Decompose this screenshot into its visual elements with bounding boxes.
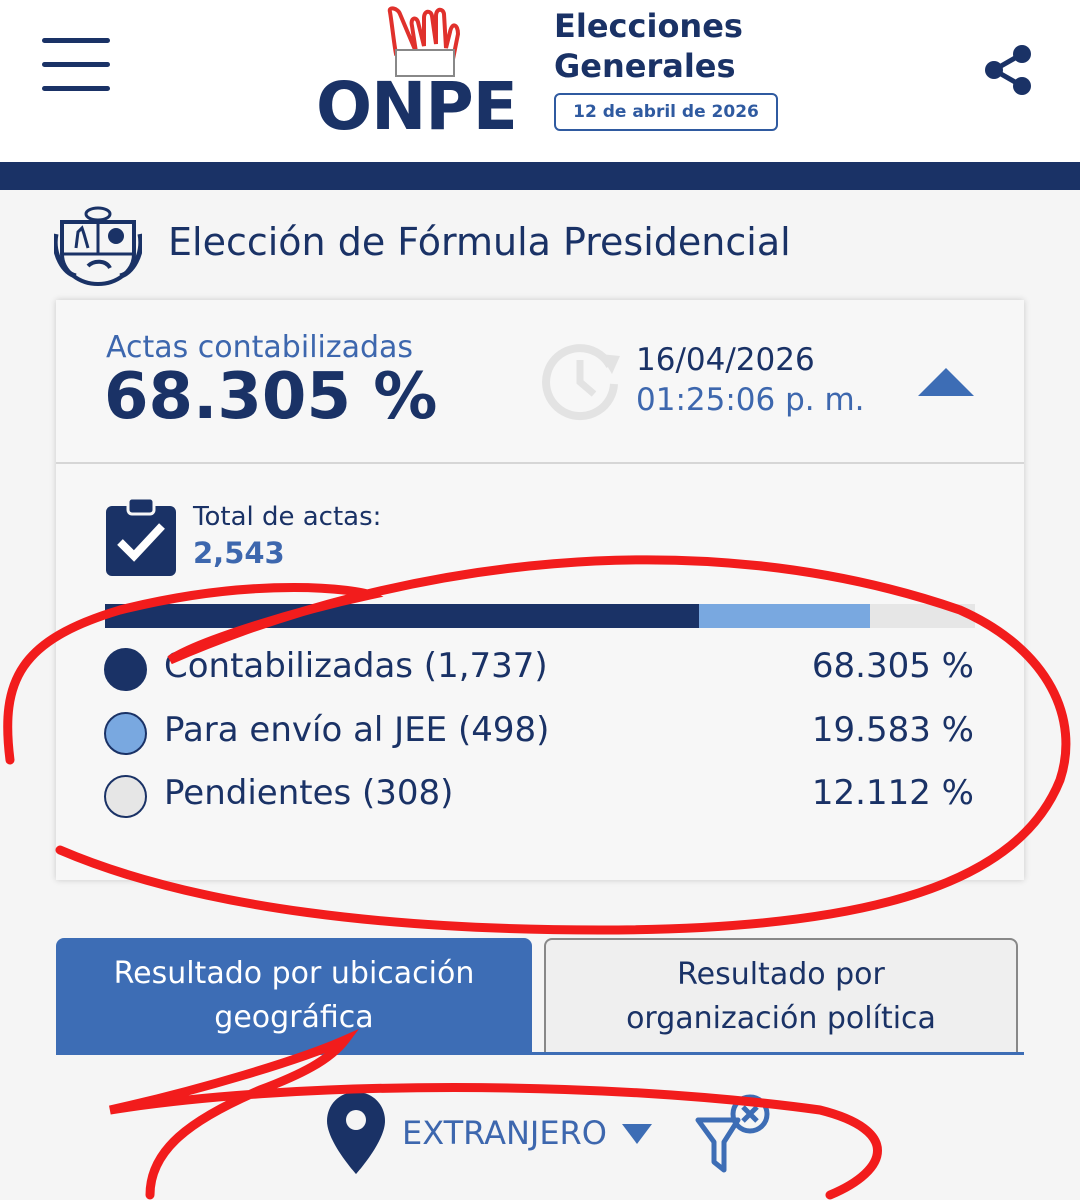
legend-row: Pendientes (308) 12.112 % xyxy=(104,771,974,821)
tab-political-org-results[interactable]: Resultado por organización política xyxy=(544,938,1018,1054)
legend-dot-icon xyxy=(104,712,147,755)
update-date: 16/04/2026 xyxy=(636,342,815,378)
legend-dot-icon xyxy=(104,648,147,691)
progress-segment-2 xyxy=(869,604,975,628)
election-title-line2: Generales xyxy=(554,47,736,85)
legend-row: Para envío al JEE (498) 19.583 % xyxy=(104,708,974,758)
total-actas-label: Total de actas: xyxy=(193,502,382,532)
progress-segment-0 xyxy=(105,604,700,628)
share-icon[interactable] xyxy=(982,42,1034,98)
tab-geographic-label-line2: geográfica xyxy=(214,1000,374,1035)
coat-of-arms-icon xyxy=(54,206,142,286)
election-title: Elecciones Generales xyxy=(554,6,743,86)
section-title: Elección de Fórmula Presidencial xyxy=(168,220,791,264)
tab-geographic-label-line1: Resultado por ubicación xyxy=(113,956,475,991)
legend-dot-icon xyxy=(104,775,147,818)
legend-percentage: 19.583 % xyxy=(811,710,974,750)
location-select[interactable]: EXTRANJERO xyxy=(402,1114,607,1152)
legend-percentage: 68.305 % xyxy=(811,646,974,686)
legend-label: Contabilizadas (1,737) xyxy=(164,646,548,686)
hamburger-menu-button[interactable] xyxy=(42,38,112,96)
tab-underline xyxy=(56,1052,1024,1055)
clock-history-icon xyxy=(542,344,620,421)
tab-political-label-line1: Resultado por xyxy=(677,957,885,992)
legend-row: Contabilizadas (1,737) 68.305 % xyxy=(104,644,974,694)
ballot-hand-icon xyxy=(387,6,461,77)
hamburger-icon xyxy=(42,38,110,43)
actas-summary-card: Actas contabilizadas 68.305 % 16/04/2026… xyxy=(56,300,1024,880)
header-divider-bar xyxy=(0,162,1080,190)
total-actas-value: 2,543 xyxy=(193,536,285,570)
summary-header: Actas contabilizadas 68.305 % 16/04/2026… xyxy=(56,300,1024,464)
location-pin-icon xyxy=(327,1092,385,1174)
app-header: ONPE Elecciones Generales 12 de abril de… xyxy=(0,0,1080,162)
tab-geographic-results[interactable]: Resultado por ubicación geográfica xyxy=(56,938,532,1054)
legend-label: Para envío al JEE (498) xyxy=(164,710,550,750)
hamburger-icon-bar xyxy=(42,86,110,91)
election-title-line1: Elecciones xyxy=(554,7,743,45)
tab-political-label-line2: organización política xyxy=(626,1001,936,1036)
actas-percentage: 68.305 % xyxy=(104,360,438,434)
clipboard-check-icon xyxy=(106,496,176,576)
legend-percentage: 12.112 % xyxy=(811,773,974,813)
progress-segment-1 xyxy=(699,604,870,628)
hamburger-icon-bar xyxy=(42,62,110,67)
update-time: 01:25:06 p. m. xyxy=(636,382,865,418)
onpe-logo[interactable]: ONPE xyxy=(316,68,518,145)
legend-label: Pendientes (308) xyxy=(164,773,454,813)
filter-clear-icon[interactable] xyxy=(692,1090,774,1176)
actas-label: Actas contabilizadas xyxy=(106,330,414,365)
election-date-badge: 12 de abril de 2026 xyxy=(554,93,778,131)
triangle-up-icon[interactable] xyxy=(916,366,976,400)
actas-progress-bar xyxy=(105,604,975,628)
caret-down-icon[interactable] xyxy=(620,1122,654,1146)
